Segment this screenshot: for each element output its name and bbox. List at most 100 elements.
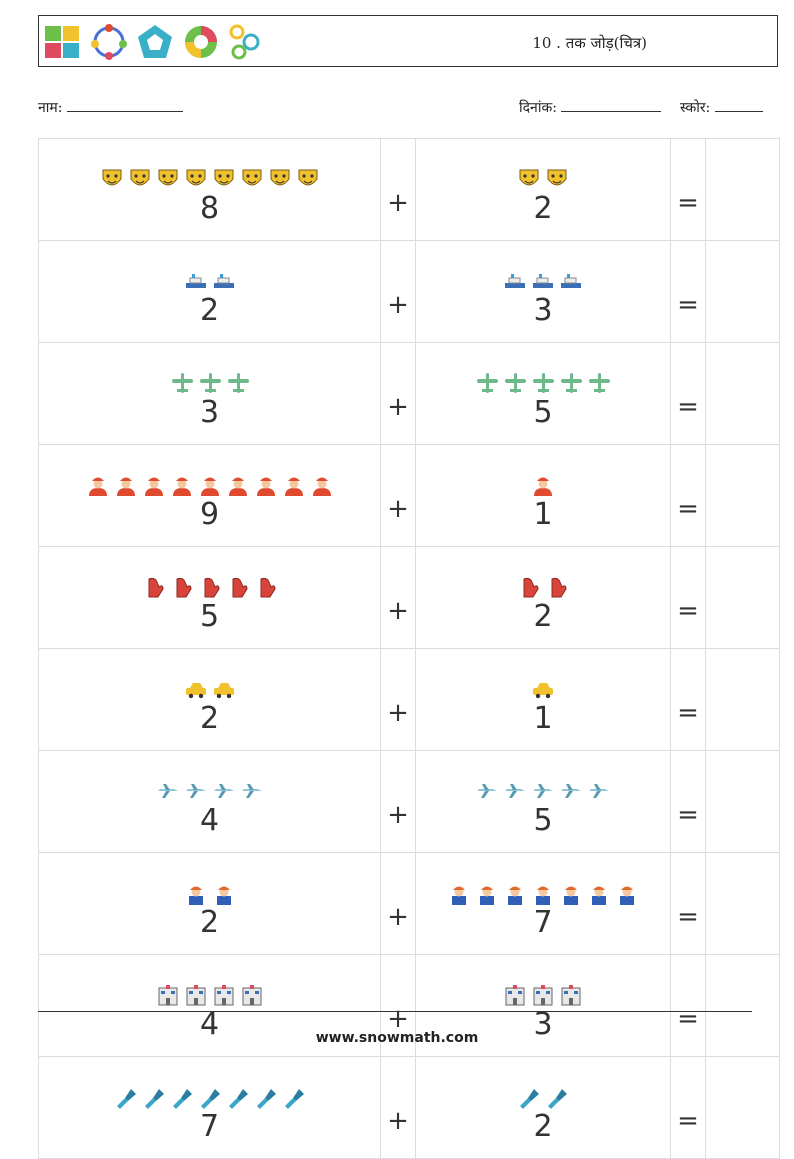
table-row: 4 + 5 = — [38, 750, 780, 853]
name-field[interactable]: नाम: — [38, 97, 183, 117]
answer-cell[interactable] — [705, 954, 780, 1057]
addend-a-number: 4 — [199, 802, 220, 838]
addend-a-icons — [39, 667, 380, 703]
theater-mask-icon — [214, 169, 233, 185]
answer-cell[interactable] — [705, 648, 780, 751]
plus-sign: + — [380, 342, 416, 445]
flashlight-icon — [116, 1088, 136, 1109]
addend-a-number: 2 — [199, 904, 220, 940]
plus-sign: + — [380, 1056, 416, 1159]
equals-sign: = — [670, 240, 706, 343]
airplane-icon — [477, 372, 498, 393]
answer-cell[interactable] — [705, 444, 780, 547]
addend-a-number: 7 — [199, 1108, 220, 1144]
equals-sign: = — [670, 546, 706, 649]
addend-a-cell: 7 — [38, 1056, 381, 1159]
firefighter-icon — [534, 477, 552, 496]
score-label: स्कोर: — [680, 100, 711, 116]
theater-mask-icon — [242, 169, 261, 185]
addend-b-cell: 1 — [415, 444, 671, 547]
answer-cell[interactable] — [705, 342, 780, 445]
score-blank[interactable] — [714, 97, 763, 112]
date-field[interactable]: दिनांक: — [519, 97, 662, 117]
score-field[interactable]: स्कोर: — [680, 97, 763, 117]
addend-b-number: 3 — [533, 292, 553, 328]
answer-cell[interactable] — [705, 1056, 780, 1159]
theater-mask-icon — [298, 169, 317, 185]
addend-a-cell: 4 — [38, 750, 381, 853]
addend-b-icons — [416, 463, 670, 499]
addend-b-icons — [416, 1075, 670, 1111]
ship-icon — [185, 273, 206, 288]
addend-b-cell: 1 — [415, 648, 671, 751]
worker-icon — [188, 886, 203, 905]
addend-a-cell: 9 — [38, 444, 381, 547]
mitten-icon — [232, 577, 248, 597]
plus-sign: + — [380, 240, 416, 343]
ship-icon — [533, 273, 553, 288]
ship-icon — [213, 273, 234, 288]
answer-cell[interactable] — [705, 138, 780, 241]
addend-a-cell: 3 — [38, 342, 381, 445]
building-icon — [242, 984, 261, 1005]
jet-icon — [185, 783, 206, 798]
car-icon — [533, 682, 553, 698]
jet-icon — [561, 783, 581, 798]
table-row: 2 + 1 = — [38, 648, 780, 751]
plus-sign: + — [380, 750, 416, 853]
jet-icon — [533, 783, 553, 798]
equals-sign: = — [670, 138, 706, 241]
team-circle-icon — [91, 24, 127, 60]
addend-a-icons — [39, 1075, 380, 1111]
firefighter-icon — [256, 477, 275, 496]
addend-b-icons — [416, 667, 670, 703]
addend-a-icons — [39, 871, 380, 907]
addend-a-icons — [39, 361, 380, 397]
answer-cell[interactable] — [705, 852, 780, 955]
worker-icon — [216, 886, 231, 905]
theater-mask-icon — [270, 169, 289, 185]
plus-sign: + — [380, 954, 416, 1057]
airplane-icon — [533, 372, 554, 393]
worksheet-title: 10 . तक जोड़(चित्र) — [532, 34, 647, 52]
flashlight-icon — [520, 1088, 539, 1109]
addend-a-number: 4 — [199, 1006, 220, 1042]
answer-cell[interactable] — [705, 240, 780, 343]
footer-url: www.snowmath.com — [315, 1030, 479, 1046]
mitten-icon — [148, 577, 164, 597]
addend-b-number: 2 — [533, 598, 553, 634]
airplane-icon — [589, 372, 610, 393]
answer-cell[interactable] — [705, 750, 780, 853]
worker-icon — [620, 886, 634, 905]
theater-mask-icon — [519, 169, 539, 185]
jet-icon — [589, 783, 609, 798]
gears-icon — [229, 24, 260, 60]
ship-icon — [561, 273, 581, 288]
airplane-icon — [199, 372, 221, 393]
addend-a-cell: 2 — [38, 852, 381, 955]
equals-sign: = — [670, 444, 706, 547]
addend-b-number: 7 — [533, 904, 553, 940]
footer-divider — [38, 1011, 752, 1012]
header-box: 10 . तक जोड़(चित्र) — [38, 15, 778, 67]
addend-b-icons — [416, 769, 670, 805]
building-icon — [505, 984, 525, 1005]
addend-b-number: 3 — [533, 1006, 553, 1042]
addend-a-icons — [39, 157, 380, 193]
donut-chart-icon — [185, 26, 217, 58]
worker-icon — [452, 886, 466, 905]
addend-b-cell: 5 — [415, 750, 671, 853]
date-blank[interactable] — [561, 97, 662, 112]
puzzle-icon — [45, 26, 79, 58]
airplane-icon — [227, 372, 249, 393]
addend-b-cell: 2 — [415, 546, 671, 649]
building-icon — [533, 984, 553, 1005]
firefighter-icon — [284, 477, 303, 496]
answer-cell[interactable] — [705, 546, 780, 649]
name-blank[interactable] — [66, 97, 183, 112]
addend-b-cell: 3 — [415, 240, 671, 343]
building-icon — [214, 984, 233, 1005]
logo-strip — [43, 20, 263, 64]
mitten-icon — [176, 577, 192, 597]
jet-icon — [157, 783, 178, 798]
